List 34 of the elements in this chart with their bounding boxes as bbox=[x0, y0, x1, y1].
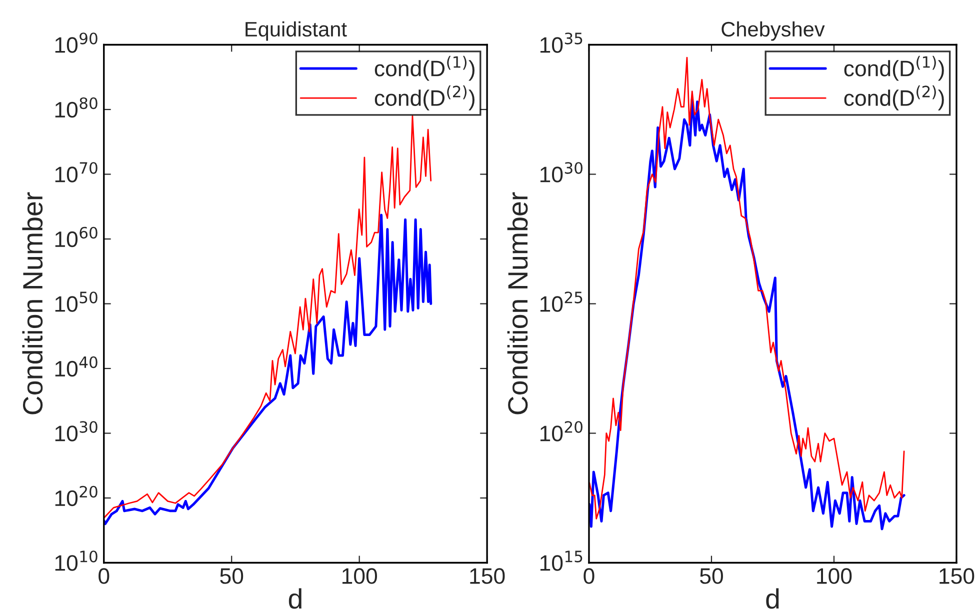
x-axis-title: d bbox=[766, 588, 779, 609]
chart-title: Chebyshev bbox=[722, 21, 825, 41]
x-tick-label: 50 bbox=[220, 568, 244, 584]
legend-label: cond(D$^{(2)}$) bbox=[374, 85, 474, 110]
line-series bbox=[104, 115, 432, 519]
x-tick-label: 0 bbox=[584, 568, 594, 584]
y-tick-label: 10$^{70}$ bbox=[55, 162, 98, 182]
legend-label: cond(D$^{(1)}$) bbox=[374, 56, 474, 81]
y-tick-label: 10$^{60}$ bbox=[55, 226, 98, 248]
y-tick-label: 10$^{30}$ bbox=[55, 421, 98, 442]
y-tick-label: 10$^{20}$ bbox=[55, 486, 98, 506]
legend-label: cond(D$^{(1)}$) bbox=[844, 56, 944, 81]
y-tick-label: 10$^{50}$ bbox=[55, 292, 98, 312]
x-tick-label: 150 bbox=[940, 568, 974, 584]
y-tick-label: 10$^{35}$ bbox=[540, 32, 582, 53]
y-tick-label: 10$^{90}$ bbox=[55, 32, 98, 53]
y-tick-label: 10$^{20}$ bbox=[540, 421, 582, 442]
x-tick-label: 100 bbox=[342, 568, 378, 584]
x-axis-title: d bbox=[288, 588, 302, 609]
y-tick-label: 10$^{15}$ bbox=[540, 550, 582, 571]
x-tick-label: 50 bbox=[700, 568, 723, 584]
chart-title: Equidistant bbox=[246, 21, 347, 41]
x-tick-label: 100 bbox=[817, 568, 852, 584]
y-tick-label: 10$^{10}$ bbox=[55, 550, 98, 571]
legend-label: cond(D$^{(2)}$) bbox=[844, 85, 944, 110]
y-tick-label: 10$^{40}$ bbox=[55, 356, 98, 377]
x-tick-label: 0 bbox=[98, 568, 110, 584]
line-series bbox=[104, 214, 432, 526]
y-axis-title: Condition Number bbox=[507, 192, 528, 414]
y-tick-label: 10$^{80}$ bbox=[55, 97, 98, 118]
y-axis-title: Condition Number bbox=[22, 192, 43, 414]
y-tick-label: 10$^{30}$ bbox=[540, 162, 582, 182]
y-tick-label: 10$^{25}$ bbox=[540, 292, 582, 312]
x-tick-label: 150 bbox=[470, 568, 505, 584]
